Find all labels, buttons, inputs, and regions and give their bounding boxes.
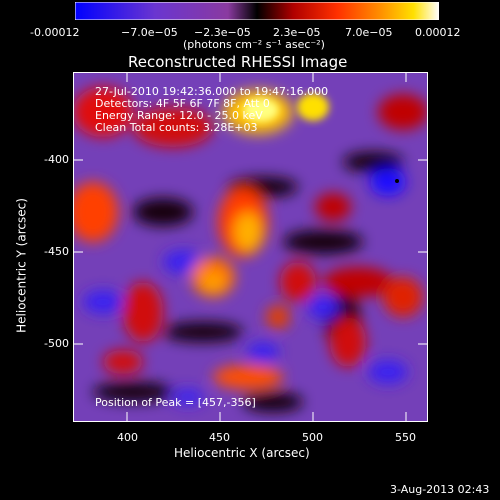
colorbar-label-3: 2.3e−05 — [273, 26, 321, 39]
peak-marker — [395, 179, 399, 183]
x-tick-label: 500 — [302, 431, 323, 444]
info-line-time: 27-Jul-2010 19:42:36.000 to 19:47:16.000 — [95, 85, 329, 98]
render-timestamp: 3-Aug-2013 02:43 — [390, 483, 490, 496]
colorbar-label-5: 0.00012 — [415, 26, 461, 39]
info-line-energy: Energy Range: 12.0 - 25.0 keV — [95, 109, 263, 122]
colorbar-gradient — [75, 2, 439, 20]
colorbar-label-1: −7.0e−05 — [121, 26, 178, 39]
peak-position-text: Position of Peak = [457,-356] — [95, 396, 256, 409]
x-axis-label: Heliocentric X (arcsec) — [174, 446, 310, 460]
x-tick-label: 450 — [209, 431, 230, 444]
rhessi-image — [73, 72, 428, 422]
y-tick-label: -450 — [44, 245, 69, 258]
plot-title: Reconstructed RHESSI Image — [128, 53, 348, 71]
info-line-detectors: Detectors: 4F 5F 6F 7F 8F, Att 0 — [95, 97, 270, 110]
info-line-clean: Clean Total counts: 3.28E+03 — [95, 121, 258, 134]
x-tick-label: 550 — [395, 431, 416, 444]
y-tick-label: -400 — [44, 153, 69, 166]
colorbar-units: (photons cm⁻² s⁻¹ asec⁻²) — [183, 38, 325, 51]
axis-ticks — [73, 72, 428, 422]
y-tick-label: -500 — [44, 337, 69, 350]
colorbar — [75, 2, 439, 20]
x-tick-label: 400 — [117, 431, 138, 444]
colorbar-label-0: -0.00012 — [30, 26, 80, 39]
colorbar-label-4: 7.0e−05 — [345, 26, 393, 39]
y-axis-label: Heliocentric Y (arcsec) — [14, 198, 29, 333]
image-map — [73, 72, 428, 422]
colorbar-label-2: −2.3e−05 — [194, 26, 251, 39]
